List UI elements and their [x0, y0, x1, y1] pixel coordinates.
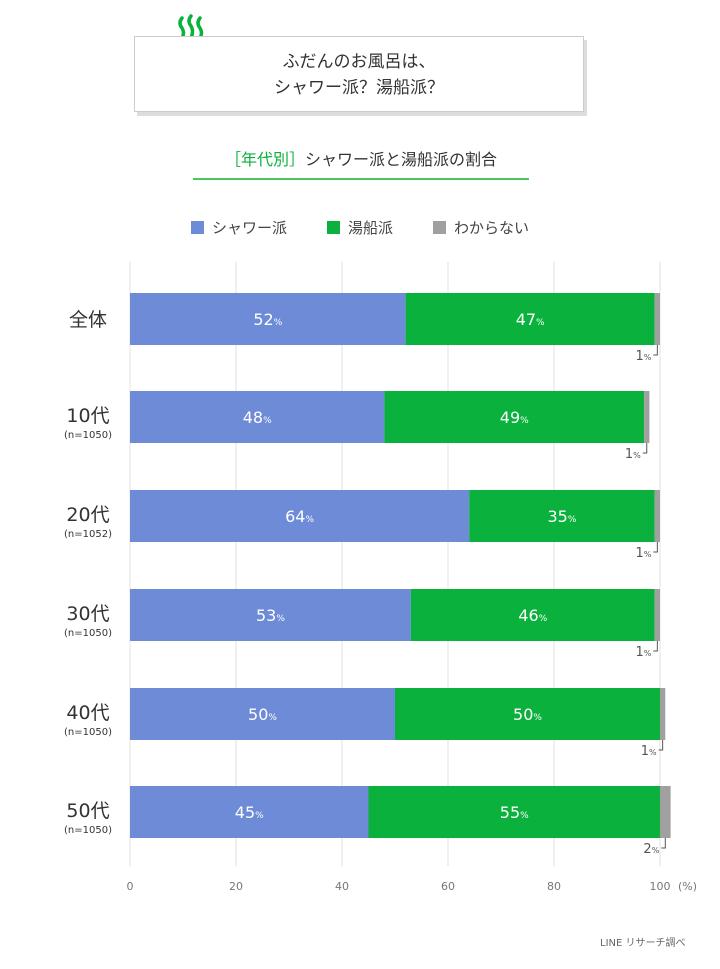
leader-line [653, 542, 658, 553]
legend-item-bath: 湯船派 [326, 217, 393, 238]
category-label: 30代 [66, 603, 109, 625]
x-unit-label: (%) [678, 880, 697, 893]
bar-segment [130, 293, 406, 345]
subtitle-bracket: ［年代別］ [224, 150, 305, 169]
data-label: 35% [547, 507, 576, 526]
category-note: (n=1050) [64, 727, 112, 738]
bar-segment [368, 786, 660, 838]
title-line2: シャワー派？湯船派？ [274, 78, 444, 98]
bar-segment [654, 293, 660, 345]
data-label: 1% [635, 349, 651, 364]
legend-item-shower: シャワー派 [190, 217, 287, 238]
data-label: 2% [643, 842, 659, 857]
data-label: 52% [253, 310, 282, 329]
subtitle-text: シャワー派と湯船派の割合 [305, 150, 498, 169]
legend-label: わからない [454, 219, 530, 237]
legend-label: 湯船派 [347, 219, 393, 237]
bar-segment [130, 589, 411, 641]
bar-segment [410, 589, 655, 641]
category-label: 全体 [69, 309, 107, 331]
subtitle: ［年代別］シャワー派と湯船派の割合 [193, 146, 529, 180]
title-box: ふだんのお風呂は、 シャワー派？湯船派？ [134, 36, 584, 112]
source-note: LINE リサーチ調べ [600, 938, 686, 949]
category-note: (n=1052) [64, 529, 112, 540]
data-label: 49% [500, 408, 529, 427]
leader-line [653, 345, 658, 356]
bar-segment [384, 391, 645, 443]
leader-line [661, 838, 666, 849]
legend-swatch [433, 221, 446, 234]
data-label: 50% [513, 705, 542, 724]
title-line1: ふだんのお風呂は、 [282, 52, 436, 72]
data-label: 64% [285, 507, 314, 526]
leader-line [653, 641, 658, 652]
bar-segment [654, 589, 660, 641]
bar-segment [654, 490, 660, 542]
data-label: 47% [516, 310, 545, 329]
data-label: 55% [500, 803, 529, 822]
bar-segment [130, 490, 470, 542]
bar-segment [395, 688, 660, 740]
data-label: 1% [635, 546, 651, 561]
bar-segment [469, 490, 655, 542]
category-note: (n=1050) [64, 825, 112, 836]
data-label: 1% [635, 645, 651, 660]
data-label: 45% [235, 803, 264, 822]
data-label: 53% [256, 606, 285, 625]
x-tick-label: 20 [229, 880, 243, 893]
legend-swatch [190, 221, 204, 234]
bar-segment [130, 391, 385, 443]
category-label: 10代 [66, 405, 109, 427]
x-tick-label: 100 [650, 880, 671, 893]
data-label: 46% [518, 606, 547, 625]
legend-item-unknown: わからない [433, 217, 529, 238]
data-label: 48% [243, 408, 272, 427]
category-label: 40代 [66, 702, 109, 724]
bar-segment [130, 688, 395, 740]
category-note: (n=1050) [64, 430, 112, 441]
data-label: 50% [248, 705, 277, 724]
bar-segment [130, 786, 369, 838]
category-label: 20代 [66, 504, 109, 526]
bar-segment [660, 688, 666, 740]
leader-line [642, 443, 648, 454]
legend: シャワー派 湯船派 わからない [0, 217, 720, 238]
category-note: (n=1050) [64, 628, 112, 639]
legend-swatch [326, 221, 340, 234]
category-label: 50代 [66, 800, 109, 822]
leader-line [658, 740, 664, 751]
x-tick-label: 80 [547, 880, 561, 893]
data-label: 1% [625, 447, 641, 462]
legend-label: シャワー派 [211, 219, 287, 237]
x-tick-label: 60 [441, 880, 455, 893]
bar-segment [660, 786, 671, 838]
x-tick-label: 0 [127, 880, 134, 893]
x-tick-label: 40 [335, 880, 349, 893]
bar-segment [644, 391, 650, 443]
bar-segment [405, 293, 655, 345]
data-label: 1% [641, 744, 657, 759]
